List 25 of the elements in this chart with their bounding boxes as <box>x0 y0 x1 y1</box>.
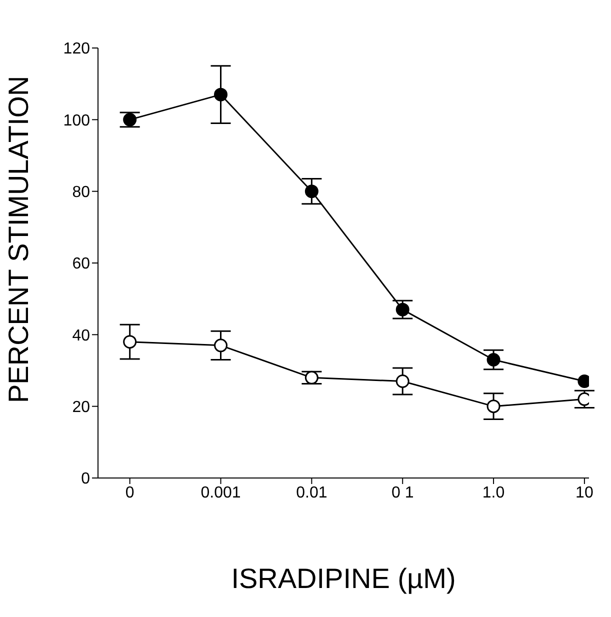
x-tick-label: 1.0 <box>482 484 505 502</box>
y-tick-label: 40 <box>72 327 90 344</box>
point <box>486 353 500 366</box>
point <box>214 88 228 102</box>
point <box>486 400 500 414</box>
x-tick-label: 0 <box>125 484 134 502</box>
y-tick-label: 20 <box>72 399 90 416</box>
point <box>304 184 318 198</box>
x-tick-label: 0 1 <box>391 484 414 502</box>
point <box>123 335 137 349</box>
point <box>396 302 410 316</box>
y-tick-label: 80 <box>72 184 90 202</box>
point <box>304 370 318 384</box>
x-tick-label: 10 <box>576 484 594 502</box>
point <box>396 374 410 388</box>
y-tick-label: 120 <box>63 40 90 58</box>
y-tick-label: 60 <box>72 256 90 273</box>
point <box>123 112 137 126</box>
y-axis-title: PERCENT STIMULATION <box>2 76 34 403</box>
x-tick-label: 0.001 <box>200 484 241 502</box>
y-tick-label: 0 <box>81 470 90 488</box>
point <box>214 338 228 352</box>
y-tick-label: 100 <box>63 112 90 130</box>
x-axis-title: ISRADIPINE (µM) <box>231 563 456 594</box>
x-tick-label: 0.01 <box>296 484 328 502</box>
